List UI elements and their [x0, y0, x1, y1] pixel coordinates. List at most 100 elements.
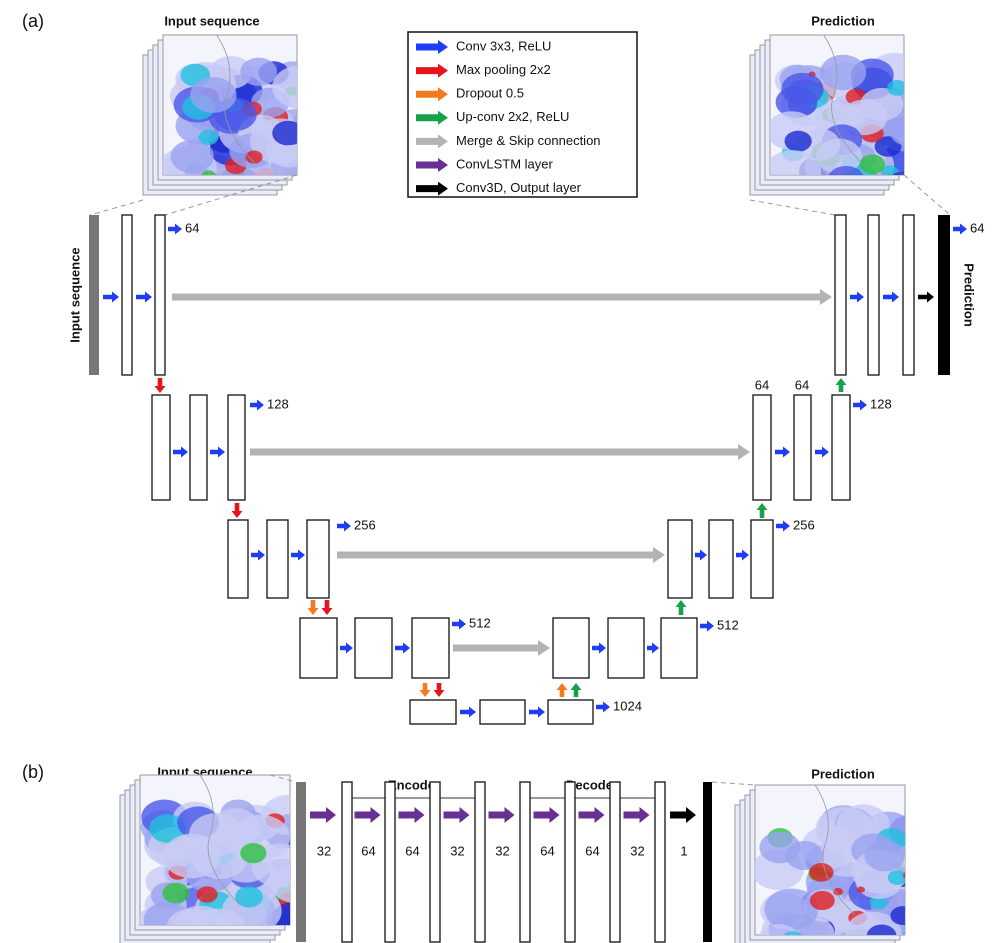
decoder-bracket: [522, 798, 662, 805]
arrow: [172, 289, 832, 305]
arrow: [953, 224, 967, 235]
arrow: [420, 683, 431, 697]
arrow: [103, 292, 119, 303]
channel-label: 32: [450, 843, 464, 858]
echo: [764, 888, 818, 930]
arrow: [308, 600, 319, 615]
arrow: [596, 702, 610, 713]
echo: [865, 840, 906, 871]
arrow: [757, 503, 768, 518]
layer-box: [868, 215, 879, 375]
guide-line: [712, 782, 755, 785]
channel-label: 512: [717, 617, 739, 632]
arrow: [695, 550, 707, 561]
arrow: [557, 683, 568, 697]
layer-box: [342, 782, 352, 942]
channel-label: 128: [267, 396, 289, 411]
echo: [197, 886, 218, 902]
arrow: [310, 807, 336, 823]
input-bar: [296, 782, 306, 942]
echo: [240, 843, 266, 863]
layer-box: [228, 520, 248, 598]
layer-box: [668, 520, 692, 598]
layer-box: [355, 618, 392, 678]
echo: [820, 55, 866, 90]
arrow: [647, 643, 659, 654]
echo: [269, 145, 314, 180]
echo: [857, 887, 865, 893]
channel-label: 32: [630, 843, 644, 858]
arrow: [337, 521, 351, 532]
arrow: [395, 643, 410, 654]
channel-label: 512: [469, 615, 491, 630]
arrow: [155, 378, 166, 393]
arrow: [883, 292, 899, 303]
legend-label: Max pooling 2x2: [456, 62, 551, 77]
arrow: [232, 503, 243, 518]
channel-label: 128: [870, 396, 892, 411]
input-bar: [938, 215, 950, 375]
arrow: [836, 378, 847, 392]
arrow: [173, 447, 188, 458]
legend-label: Dropout 0.5: [456, 86, 524, 101]
guide-line: [904, 175, 950, 215]
legend-label: Up-conv 2x2, ReLU: [456, 109, 569, 124]
layer-box: [832, 395, 850, 500]
layer-box: [475, 782, 485, 942]
arrow: [775, 447, 790, 458]
layer-box: [152, 395, 170, 500]
echo: [887, 80, 907, 96]
arrow: [489, 807, 515, 823]
layer-box: [608, 618, 644, 678]
echo: [271, 865, 321, 903]
prediction-side-label: Prediction: [962, 263, 977, 327]
channel-label: 64: [795, 377, 809, 392]
arrow: [592, 643, 606, 654]
input-bar: [89, 215, 99, 375]
encoder-bracket: [345, 798, 483, 805]
echo: [245, 150, 262, 163]
channel-label: 64: [405, 843, 419, 858]
arrow: [460, 707, 476, 718]
arrow: [624, 807, 650, 823]
echo: [903, 872, 913, 879]
legend-label: Conv 3x3, ReLU: [456, 38, 551, 53]
input-side-label: Input sequence: [67, 247, 82, 342]
echo: [272, 121, 304, 146]
arrow: [676, 600, 687, 615]
prediction-title: Prediction: [811, 13, 875, 28]
layer-box: [480, 700, 525, 724]
arrow: [815, 447, 829, 458]
layer-box: [753, 395, 771, 500]
channel-label: 32: [317, 843, 331, 858]
arrow: [776, 521, 790, 532]
layer-box: [300, 618, 337, 678]
arrow: [850, 292, 864, 303]
arrow: [210, 447, 225, 458]
arrow: [168, 224, 182, 235]
prediction-title: Prediction: [811, 766, 875, 781]
panel-label: (b): [22, 762, 44, 782]
channel-label: 1: [680, 843, 687, 858]
channel-label: 64: [755, 377, 769, 392]
layer-box: [410, 700, 456, 724]
arrow: [529, 707, 545, 718]
arrow: [918, 292, 934, 303]
layer-box: [794, 395, 811, 500]
channel-label: 64: [540, 843, 554, 858]
arrow: [250, 400, 264, 411]
layer-box: [655, 782, 665, 942]
arrow: [534, 807, 560, 823]
arrow: [571, 683, 582, 697]
input-title: Input sequence: [164, 13, 259, 28]
channel-label: 256: [793, 517, 815, 532]
layer-box: [430, 782, 440, 942]
echo: [272, 65, 329, 109]
legend-label: Conv3D, Output layer: [456, 180, 582, 195]
echo: [890, 906, 915, 925]
layer-box: [412, 618, 449, 678]
layer-box: [385, 782, 395, 942]
arrow: [452, 619, 466, 630]
arrow: [853, 400, 867, 411]
layer-box: [307, 520, 329, 598]
